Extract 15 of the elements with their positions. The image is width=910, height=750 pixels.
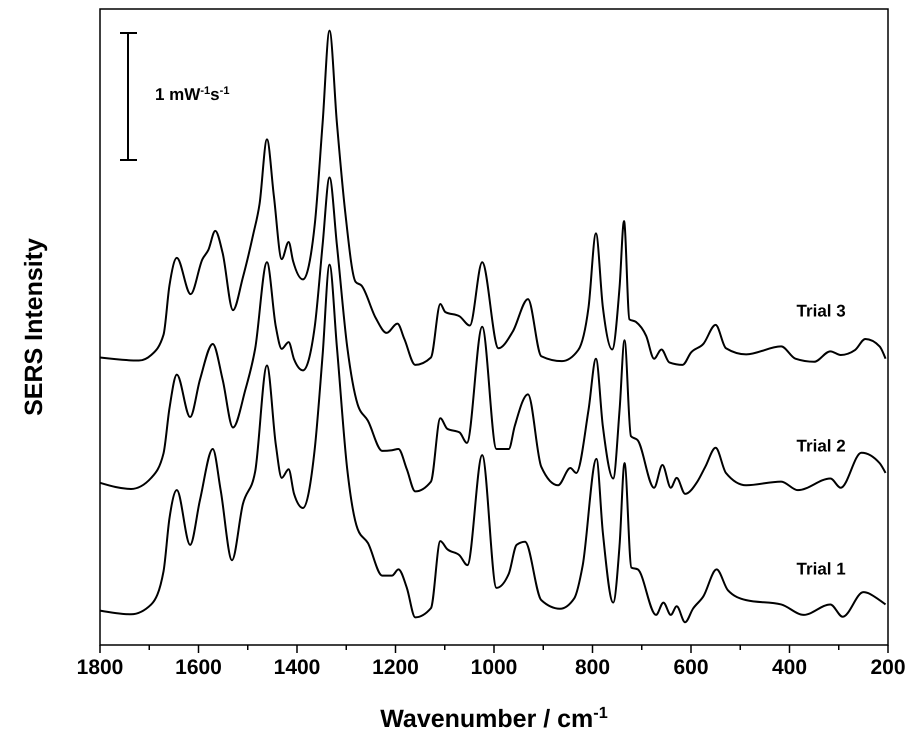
y-axis-title: SERS Intensity [20,238,48,416]
x-tick-label: 1600 [175,656,222,679]
series-label: Trial 2 [796,436,846,456]
x-tick-label: 200 [870,656,906,679]
series-label: Trial 1 [796,559,846,578]
x-tick-label: 400 [772,656,808,679]
x-tick-label: 600 [673,656,709,679]
x-tick-label: 1000 [470,656,518,679]
x-tick-label: 1200 [372,656,419,679]
x-tick-label: 1800 [76,656,124,679]
series-label: Trial 3 [796,301,846,320]
x-tick-label: 800 [574,656,610,679]
annotation: 1 mW$^{-1}$s$^{-1}$ [155,85,230,104]
x-axis-title: Wavenumber / cm$^{-1}$ [380,704,608,733]
x-tick-label: 1400 [274,656,320,679]
